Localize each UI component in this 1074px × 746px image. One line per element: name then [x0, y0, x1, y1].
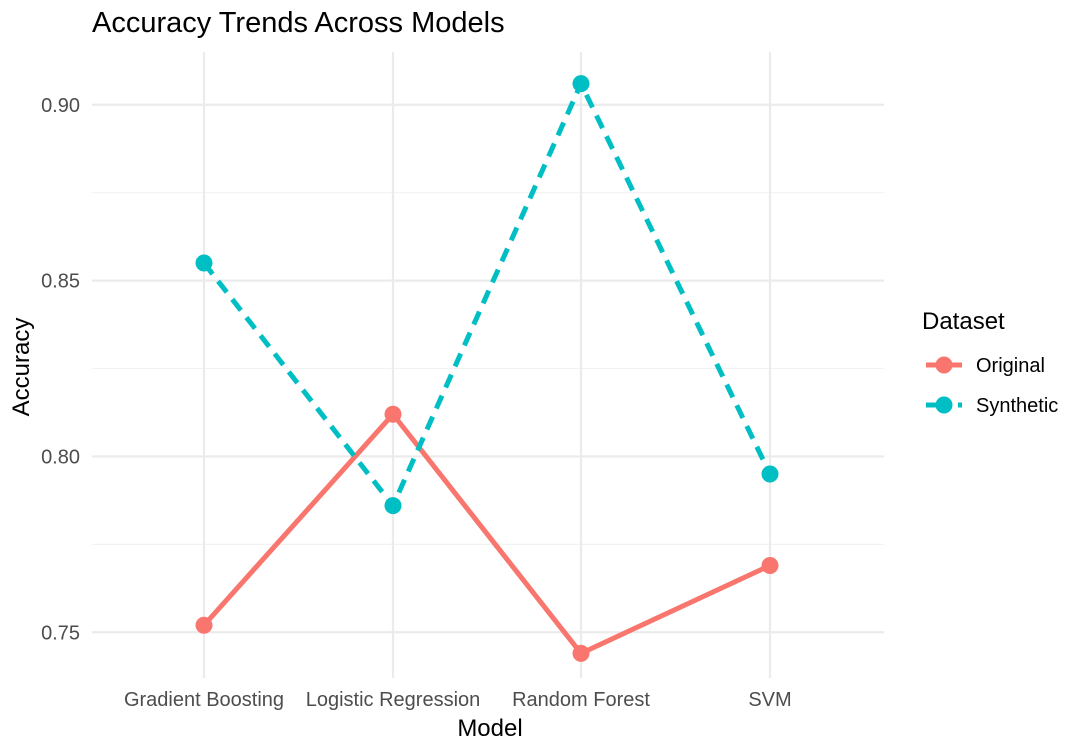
y-tick-label: 0.90 [41, 95, 80, 117]
x-tick-label: SVM [748, 689, 791, 711]
data-point-synthetic [195, 254, 213, 272]
y-tick-label: 0.85 [41, 271, 80, 293]
legend: Dataset Original Synthetic [922, 308, 1058, 417]
legend-item-synthetic: Synthetic [926, 395, 1058, 417]
x-tick-label: Gradient Boosting [124, 689, 284, 711]
legend-label: Synthetic [976, 395, 1058, 417]
x-tick-label: Logistic Regression [306, 689, 481, 711]
plot-grid [92, 52, 884, 678]
data-point-original [384, 405, 402, 423]
y-axis-title: Accuracy [8, 318, 35, 417]
legend-item-original: Original [926, 355, 1045, 377]
data-point-original [195, 616, 213, 634]
data-point-synthetic [384, 497, 402, 515]
x-axis-title: Model [457, 715, 522, 742]
y-axis-ticks: 0.75 0.80 0.85 0.90 [41, 95, 80, 645]
legend-label: Original [976, 355, 1045, 377]
data-point-synthetic [572, 75, 590, 93]
series-line-synthetic [202, 81, 773, 509]
chart-title: Accuracy Trends Across Models [92, 7, 505, 39]
data-point-original [761, 556, 779, 574]
legend-key-point [935, 356, 953, 374]
data-point-original [572, 644, 590, 662]
x-tick-label: Random Forest [512, 689, 650, 711]
legend-title: Dataset [922, 308, 1005, 335]
plot-series [195, 75, 779, 662]
y-tick-label: 0.80 [41, 446, 80, 468]
legend-key-point [935, 396, 953, 414]
x-axis-ticks: Gradient Boosting Logistic Regression Rand… [124, 689, 792, 711]
series-line-original [202, 411, 772, 656]
data-point-synthetic [761, 465, 779, 483]
y-tick-label: 0.75 [41, 622, 80, 644]
